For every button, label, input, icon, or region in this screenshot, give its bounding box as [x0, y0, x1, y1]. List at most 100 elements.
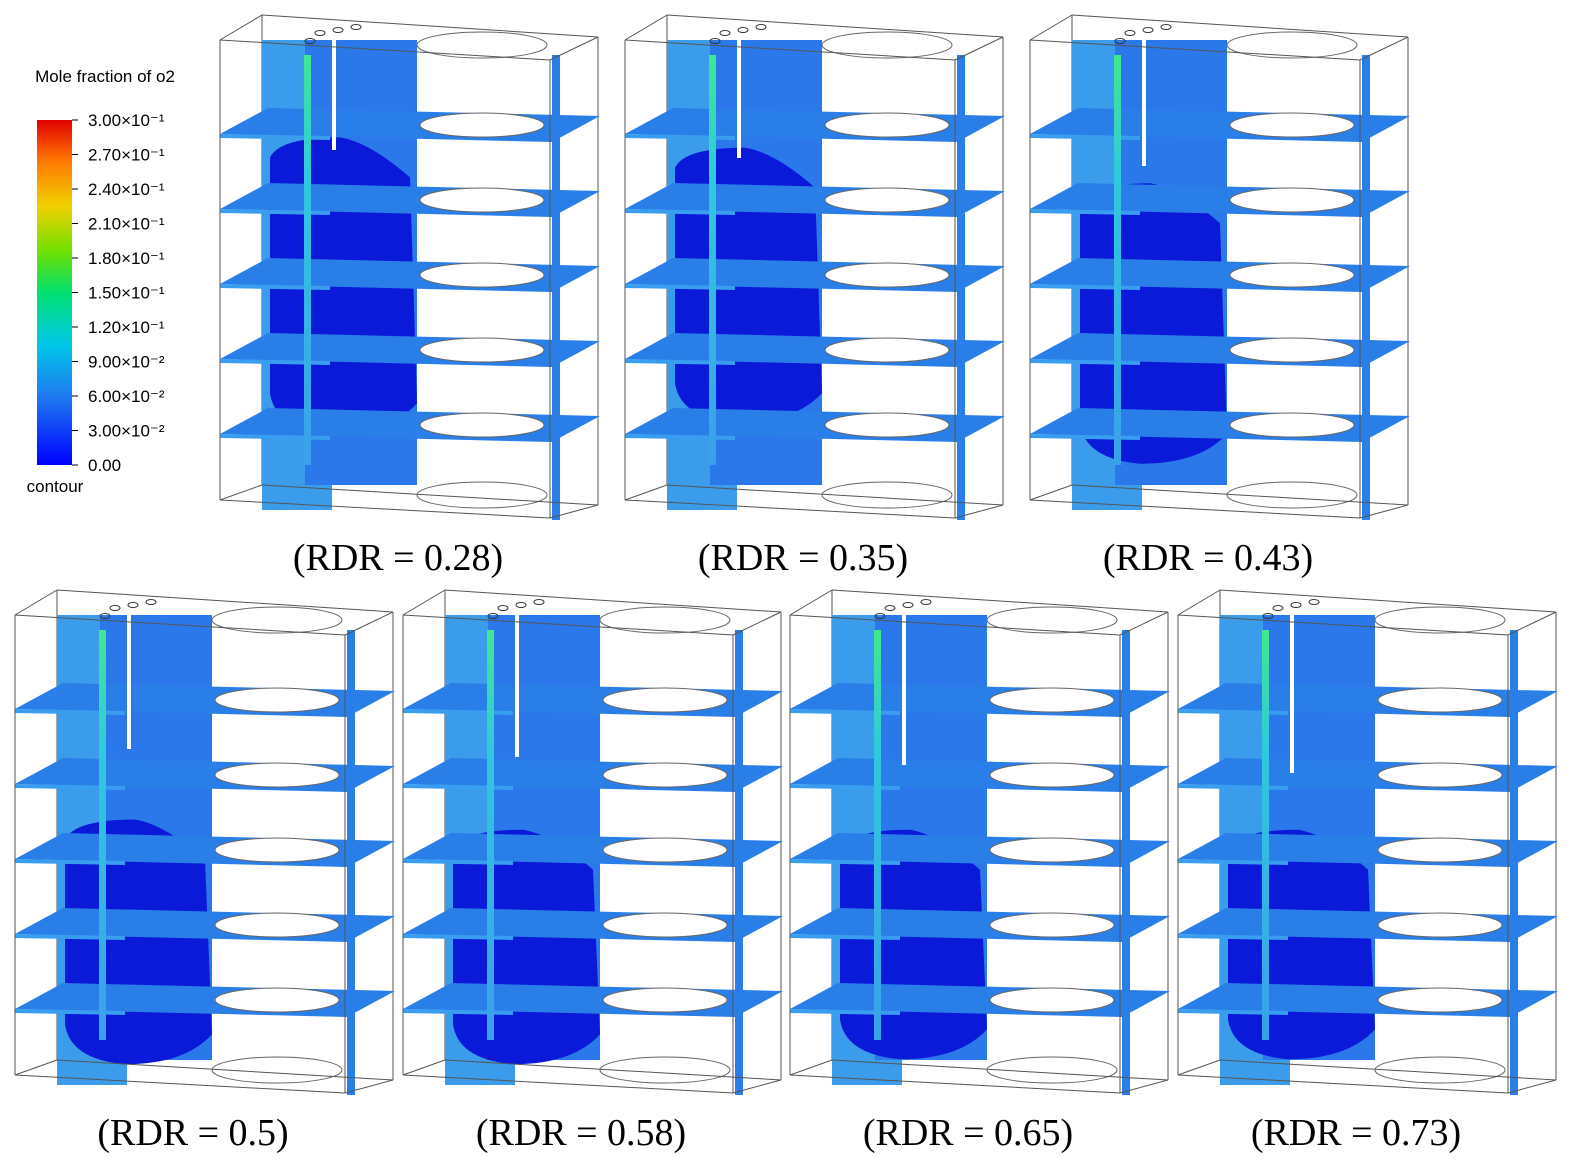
box-edge [1177, 589, 1221, 616]
vessel [1229, 412, 1355, 438]
colorbar-tick-label: 2.40×10⁻¹ [88, 180, 165, 199]
panel-caption: (RDR = 0.73) [1251, 1112, 1461, 1154]
box-edge [1219, 589, 1557, 613]
slab-edge [625, 284, 735, 290]
box-edge [954, 36, 1004, 61]
box-edge [624, 484, 668, 501]
box-edge [1219, 1059, 1557, 1081]
slab-edge [1178, 934, 1288, 940]
vessel [602, 687, 728, 713]
nozzle [874, 613, 886, 619]
slab-edge [625, 134, 735, 140]
panel: (RDR = 0.65) [789, 589, 1170, 1154]
nozzle [127, 602, 139, 608]
nozzle [1290, 602, 1302, 608]
box-edge [954, 504, 1004, 519]
vessel [824, 187, 950, 213]
box-edge [831, 589, 1169, 613]
colorbar-tick-label: 2.10×10⁻¹ [88, 215, 165, 234]
vessel [602, 987, 728, 1013]
nozzle [109, 605, 121, 611]
panel: (RDR = 0.35) [624, 14, 1005, 579]
nozzle [719, 30, 731, 36]
box-edge [789, 589, 833, 616]
nozzle [709, 38, 721, 44]
nozzle [1142, 27, 1154, 33]
slab-edge [403, 934, 513, 940]
vessel [416, 481, 548, 509]
slab-edge [1178, 784, 1288, 790]
vessel [211, 606, 343, 634]
box-edge [14, 614, 346, 636]
box-edge [624, 39, 956, 61]
panel: (RDR = 0.58) [402, 589, 783, 1154]
side-bar [1122, 630, 1130, 1095]
colorbar-tick-label: 1.20×10⁻¹ [88, 318, 165, 337]
box-edge [1507, 611, 1557, 636]
box-edge [1359, 504, 1409, 519]
box-edge [402, 1074, 734, 1094]
slab-edge [625, 209, 735, 215]
vessel [599, 1056, 731, 1084]
panel: (RDR = 0.43) [1029, 14, 1410, 579]
vessel [214, 687, 340, 713]
vessel [1374, 606, 1506, 634]
probe [1142, 40, 1146, 166]
slab-edge [220, 284, 330, 290]
nozzle [332, 27, 344, 33]
box-edge [261, 14, 599, 38]
slab-edge [220, 209, 330, 215]
box-edge [56, 1059, 394, 1081]
panel-caption: (RDR = 0.28) [293, 537, 503, 579]
panel-caption: (RDR = 0.43) [1103, 537, 1313, 579]
vessel [1229, 112, 1355, 138]
slab-edge [403, 1009, 513, 1015]
nozzle [99, 613, 111, 619]
slab-edge [1030, 284, 1140, 290]
side-bar [552, 55, 560, 520]
box-edge [789, 614, 1121, 636]
vessel [1226, 31, 1358, 59]
box-edge [789, 1074, 1121, 1094]
slab-edge [15, 859, 125, 865]
vessel [602, 912, 728, 938]
vessel [416, 31, 548, 59]
vessel [986, 1056, 1118, 1084]
colorbar-tick-label: 1.50×10⁻¹ [88, 284, 165, 303]
box-edge [666, 14, 1004, 38]
nozzle [314, 30, 326, 36]
side-bar [1362, 55, 1370, 520]
vessel [1229, 337, 1355, 363]
nozzle [737, 27, 749, 33]
box-edge [261, 484, 599, 506]
colorbar-tick-label: 2.70×10⁻¹ [88, 146, 165, 165]
box-edge [219, 14, 263, 41]
vessel [1377, 912, 1503, 938]
vessel [1229, 187, 1355, 213]
colorbar-tick-label: 0.00 [88, 456, 121, 475]
colorbar-tick-label: 3.00×10⁻² [88, 422, 165, 441]
vessel [1229, 262, 1355, 288]
box-edge [549, 36, 599, 61]
box-edge [402, 614, 734, 636]
injector [1262, 630, 1269, 1040]
slab-edge [220, 434, 330, 440]
vessel [821, 31, 953, 59]
nozzle [1308, 599, 1320, 605]
slab-edge [790, 784, 900, 790]
box-edge [344, 611, 394, 636]
box-edge [444, 589, 782, 613]
side-bar [735, 630, 743, 1095]
vessel [214, 912, 340, 938]
slab-edge [403, 709, 513, 715]
nozzle [497, 605, 509, 611]
vessel [419, 337, 545, 363]
panel-caption: (RDR = 0.35) [698, 537, 908, 579]
probe [332, 40, 336, 150]
slab-edge [790, 934, 900, 940]
vessel [821, 481, 953, 509]
box-edge [14, 589, 58, 616]
panel-caption: (RDR = 0.58) [476, 1112, 686, 1154]
panel-caption: (RDR = 0.65) [863, 1112, 1073, 1154]
